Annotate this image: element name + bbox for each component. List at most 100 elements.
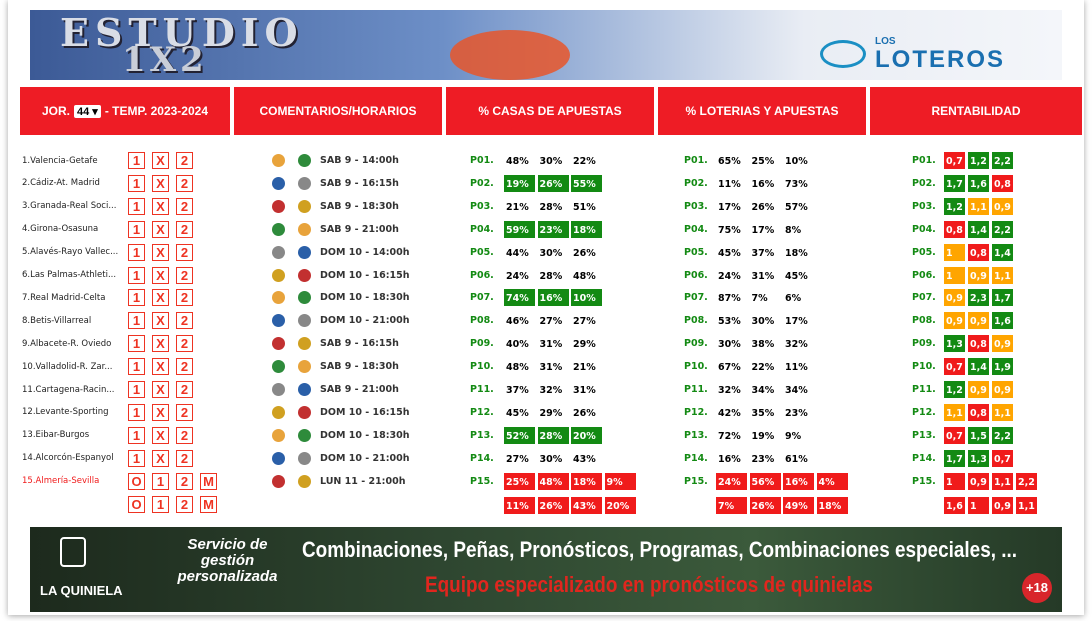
kickoff-time: SAB 9 - 21:00h: [320, 384, 399, 395]
team-crest: [272, 314, 285, 328]
pick-button[interactable]: X: [152, 358, 169, 376]
tab-comentarios[interactable]: COMENTARIOS/HORARIOS: [234, 87, 442, 135]
pleno-label: P12.: [470, 406, 494, 418]
pick-button[interactable]: M: [200, 495, 217, 513]
loterias-percent: 8%: [782, 219, 815, 239]
pick-button[interactable]: 2: [176, 174, 193, 192]
kickoff-time: SAB 9 - 18:30h: [320, 200, 399, 212]
pick-button[interactable]: 2: [176, 220, 193, 238]
jornada-value[interactable]: 44: [77, 105, 90, 118]
logo-small: LOS: [875, 36, 896, 47]
pick-button[interactable]: X: [152, 243, 169, 261]
pick-button[interactable]: 2: [176, 243, 193, 261]
loterias-percent: 7%: [715, 495, 748, 515]
loterias-percent: 16%: [782, 471, 815, 491]
pick-button[interactable]: 1: [128, 174, 145, 192]
team-crest: [272, 199, 285, 213]
pick-button[interactable]: O: [128, 495, 145, 513]
pick-button[interactable]: 1: [128, 266, 145, 284]
pick-button[interactable]: 1: [128, 449, 145, 467]
team-crest: [298, 199, 311, 213]
pick-button[interactable]: 1: [128, 220, 145, 238]
pick-button[interactable]: X: [152, 426, 169, 444]
pick-button[interactable]: 1: [128, 335, 145, 353]
pick-button[interactable]: 1: [128, 312, 145, 330]
pick-button[interactable]: X: [152, 197, 169, 215]
pick-button[interactable]: M: [200, 472, 217, 490]
pleno-label: P09.: [470, 338, 494, 350]
pick-button[interactable]: O: [128, 472, 145, 490]
pick-button[interactable]: 1: [128, 358, 145, 376]
pick-button[interactable]: 2: [176, 335, 193, 353]
rentabilidad-value: 0,8: [967, 334, 990, 354]
loterias-percent: 9%: [782, 425, 815, 445]
pick-button[interactable]: 2: [176, 197, 193, 215]
rentabilidad-value: 1,5: [967, 425, 990, 445]
pick-button[interactable]: 2: [176, 449, 193, 467]
tab-jornada: JOR. 44 ▾ - TEMP. 2023-2024: [20, 87, 230, 135]
rentabilidad-value: 0,9: [991, 495, 1014, 515]
match-name: 6.Las Palmas-Athleti...: [22, 270, 117, 280]
loterias-percent: 42%: [715, 402, 748, 422]
pick-button[interactable]: X: [152, 312, 169, 330]
pick-button[interactable]: 2: [176, 152, 193, 169]
banner-photo: [450, 30, 570, 80]
tab-casas[interactable]: % CASAS DE APUESTAS: [446, 87, 654, 135]
loterias-percent: 56%: [748, 471, 782, 491]
pick-button[interactable]: 1: [152, 495, 169, 513]
pick-button[interactable]: 1: [152, 472, 169, 490]
casas-percent: 30%: [536, 242, 570, 262]
pick-button[interactable]: 2: [176, 426, 193, 444]
loterias-percent: 24%: [715, 471, 748, 491]
pick-button[interactable]: 1: [128, 152, 145, 169]
pick-button[interactable]: X: [152, 174, 169, 192]
match-name: 4.Girona-Osasuna: [22, 224, 99, 235]
pick-button[interactable]: X: [152, 381, 169, 398]
tab-loterias[interactable]: % LOTERIAS Y APUESTAS: [658, 87, 866, 135]
pick-button[interactable]: 2: [176, 403, 193, 421]
pick-button[interactable]: 1: [128, 426, 145, 444]
pick-button[interactable]: 1: [128, 289, 145, 307]
temporada: - TEMP. 2023-2024: [104, 104, 208, 118]
pick-button[interactable]: 2: [176, 289, 193, 307]
pick-button[interactable]: X: [152, 266, 169, 284]
pick-button[interactable]: 2: [176, 266, 193, 284]
casas-percent: 29%: [570, 334, 603, 354]
tab-rentabilidad[interactable]: RENTABILIDAD: [870, 87, 1082, 135]
pick-button[interactable]: X: [152, 335, 169, 353]
kickoff-time: DOM 10 - 21:00h: [320, 452, 410, 464]
team-crest: [272, 222, 285, 236]
rentabilidad-value: 0,9: [967, 471, 990, 491]
pick-button[interactable]: X: [152, 152, 169, 169]
pick-button[interactable]: X: [152, 449, 169, 467]
pick-button[interactable]: X: [152, 289, 169, 307]
pick-button[interactable]: 1: [128, 243, 145, 261]
pick-button[interactable]: 1: [128, 381, 145, 398]
casas-percent: 9%: [603, 471, 637, 491]
pick-button[interactable]: X: [152, 220, 169, 238]
pick-button[interactable]: 2: [176, 312, 193, 330]
pleno-label: P10.: [470, 361, 494, 373]
pick-button[interactable]: 1: [128, 197, 145, 215]
pick-button[interactable]: 2: [176, 495, 193, 513]
pick-button[interactable]: 1: [128, 403, 145, 421]
pick-button[interactable]: X: [152, 403, 169, 421]
rentabilidad-value: 1,9: [991, 357, 1014, 377]
rentabilidad-value: 2,2: [991, 219, 1014, 239]
casas-percent: 23%: [536, 219, 570, 239]
kickoff-time: LUN 11 - 21:00h: [320, 475, 406, 487]
pleno-label: P08.: [912, 315, 936, 327]
page: ESTUDIO 1X2 LOS LOTEROS JOR. 44 ▾ - TEMP…: [8, 0, 1084, 615]
pick-button[interactable]: 2: [176, 358, 193, 376]
team-crest: [298, 360, 311, 374]
rentabilidad-value: 1,4: [991, 242, 1014, 262]
casas-percent: 26%: [570, 402, 603, 422]
casas-percent: 43%: [570, 495, 603, 515]
rentabilidad-value: 0,9: [991, 334, 1014, 354]
jornada-select[interactable]: 44 ▾: [74, 104, 101, 118]
pick-button[interactable]: 2: [176, 381, 193, 398]
loterias-percent: 6%: [782, 288, 815, 308]
rentabilidad-value: 0,7: [943, 151, 966, 170]
pick-button[interactable]: 2: [176, 472, 193, 490]
rentabilidad-value: 0,8: [943, 219, 966, 239]
